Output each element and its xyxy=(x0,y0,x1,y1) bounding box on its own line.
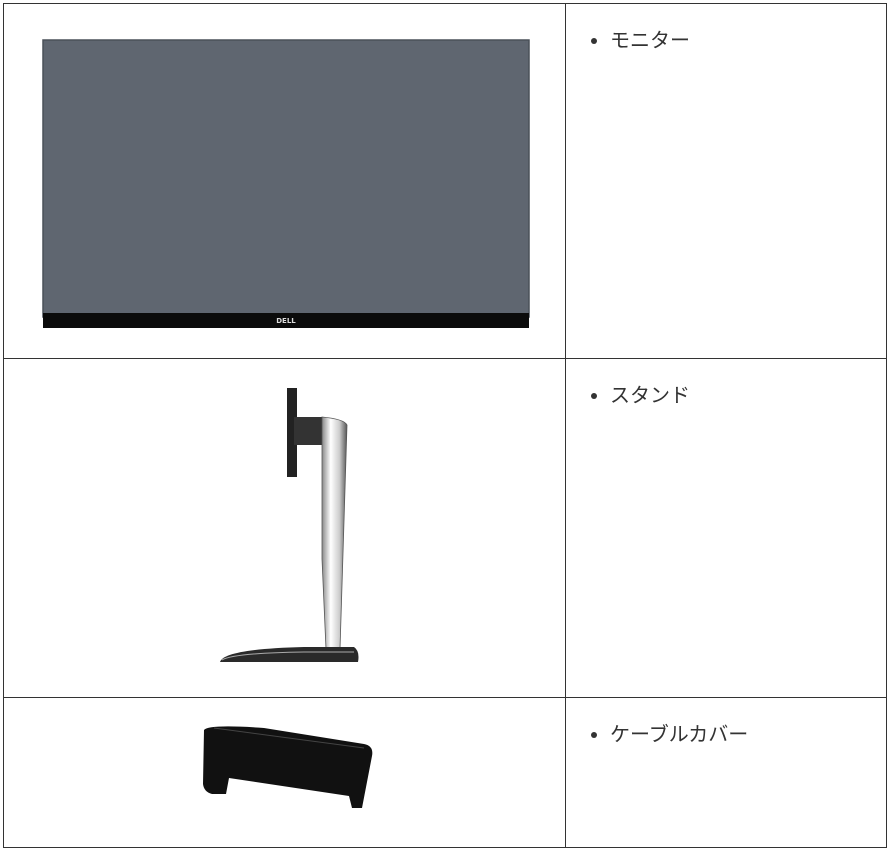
stand-image xyxy=(220,388,359,662)
image-cell xyxy=(3,358,566,698)
text-cell: モニター xyxy=(565,3,887,359)
row: DELL モニター xyxy=(3,3,887,359)
item-label: モニター xyxy=(610,26,886,54)
image-cell xyxy=(3,697,566,848)
logo: DELL xyxy=(276,317,296,325)
monitor-image: DELL xyxy=(42,39,530,328)
text-cell: ケーブルカバー xyxy=(565,697,887,848)
contents-table: DELL モニター スタンド ケーブルカバー xyxy=(3,3,887,848)
row: スタンド xyxy=(3,358,887,698)
item-label: スタンド xyxy=(610,381,886,409)
image-cell: DELL xyxy=(3,3,566,359)
item-label: ケーブルカバー xyxy=(610,720,886,748)
row: ケーブルカバー xyxy=(3,697,887,848)
text-cell: スタンド xyxy=(565,358,887,698)
cable-cover-image xyxy=(203,726,373,808)
